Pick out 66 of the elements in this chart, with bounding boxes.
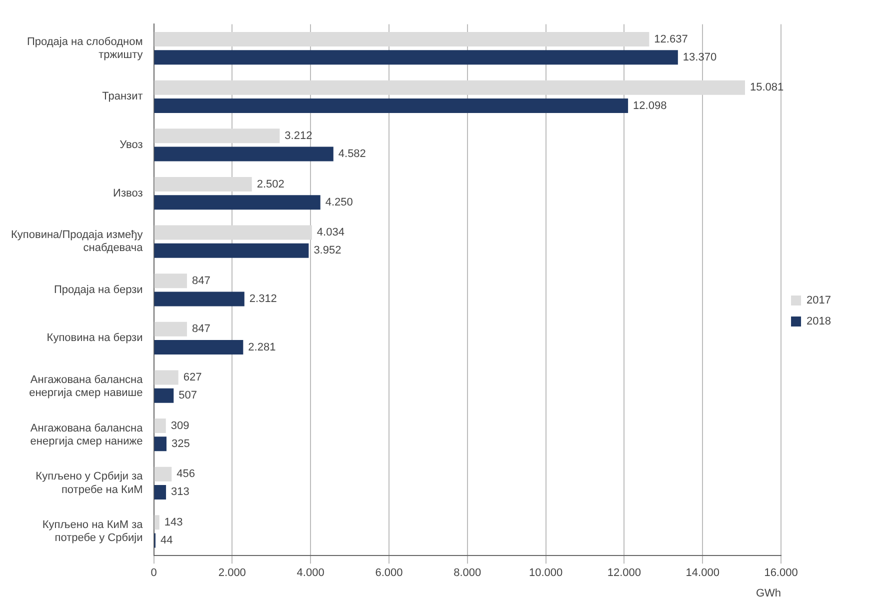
y-tick-label: Ангажована балансна енергија смер наниже [30, 422, 144, 448]
data-label: 3.952 [314, 244, 342, 257]
data-label: 15.081 [750, 82, 784, 94]
y-tick-label: Продаја на слободном тржишту [26, 36, 144, 61]
y-tick-label: Транзит [102, 90, 143, 103]
x-tick-label: 0 [150, 567, 157, 580]
y-tick-label: Продаја на берзи [54, 284, 143, 296]
bar [154, 243, 309, 258]
bar [154, 370, 178, 385]
legend-label: 2017 [806, 294, 832, 307]
data-label: 2.502 [256, 178, 284, 190]
y-tick-label: Купљено у Србији за потребе на КиМ [36, 470, 144, 496]
data-label: 309 [170, 420, 190, 432]
bar [154, 274, 187, 288]
data-label: 847 [192, 274, 210, 287]
data-label: 3.212 [284, 130, 312, 142]
data-label: 12.637 [654, 33, 688, 46]
data-label: 313 [171, 486, 190, 498]
bar [154, 484, 166, 500]
data-label: 627 [183, 371, 202, 384]
data-label: 2.281 [248, 341, 276, 354]
y-tick-label: Куповина на берзи [46, 332, 143, 344]
bar [154, 128, 280, 144]
bar [154, 176, 252, 192]
bar [154, 388, 174, 403]
bar [154, 50, 678, 65]
x-tick-label: 8.000 [454, 567, 482, 580]
y-tick-label: Извоз [113, 187, 143, 200]
data-label: 2.312 [249, 292, 277, 305]
data-label: 507 [178, 390, 197, 402]
bar [154, 436, 166, 452]
data-label: 4.034 [316, 226, 344, 239]
bar [154, 466, 172, 482]
data-label: 143 [164, 516, 183, 528]
x-tick-label: 2.000 [218, 567, 246, 580]
data-label: 4.582 [338, 148, 366, 160]
data-label: 44 [160, 534, 173, 547]
bar [154, 98, 628, 113]
x-axis-title: GWh [756, 587, 782, 600]
bar [154, 515, 160, 530]
data-label: 4.250 [325, 196, 353, 208]
x-tick-label: 10.000 [528, 567, 563, 580]
legend-label: 2018 [806, 316, 832, 328]
bar [154, 340, 244, 355]
y-tick-label: Купљено на КиМ за потребе у Србији [42, 518, 144, 544]
bar [154, 292, 244, 306]
x-tick-label: 4.000 [296, 567, 324, 580]
bar [154, 418, 166, 434]
y-tick-label: Увоз [120, 139, 143, 152]
data-label: 325 [172, 438, 190, 450]
x-tick-label: 12.000 [607, 567, 642, 580]
data-label: 456 [176, 468, 195, 480]
bar [154, 146, 334, 162]
data-label: 12.098 [633, 100, 667, 112]
x-tick-label: 14.000 [686, 567, 720, 580]
data-label: 13.370 [682, 51, 717, 64]
bar [154, 32, 650, 47]
x-tick-label: 6.000 [375, 567, 403, 580]
bar [154, 225, 312, 240]
bar [154, 195, 320, 210]
bar [154, 322, 187, 336]
y-tick-label: Ангажована балансна енергија смер навише [29, 374, 144, 400]
bar [154, 80, 745, 95]
x-tick-label: 16.000 [764, 567, 798, 580]
y-tick-label: Куповина/Продаја између снабдевача [10, 229, 144, 254]
data-label: 847 [192, 323, 210, 336]
